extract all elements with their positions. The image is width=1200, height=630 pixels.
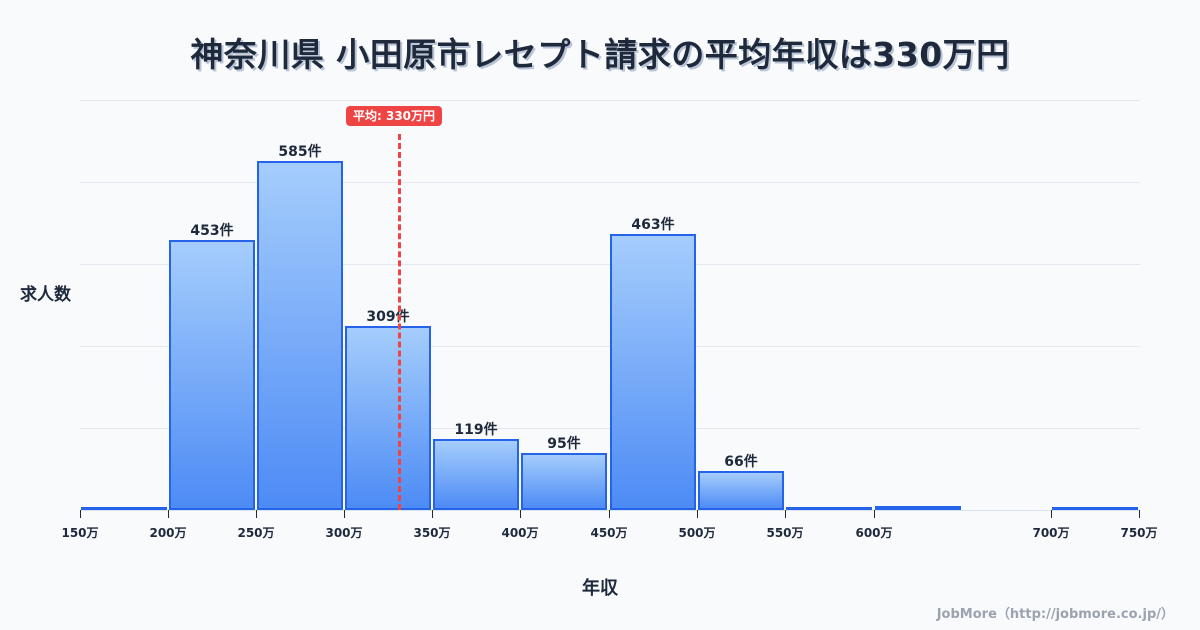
y-axis-label: 求人数 [20, 285, 71, 305]
histogram-bar [433, 439, 519, 510]
x-tick [609, 510, 610, 518]
average-line [398, 134, 401, 510]
x-tick [80, 510, 81, 518]
x-tick-label: 700万 [1032, 526, 1070, 540]
x-tick [697, 510, 698, 518]
average-badge: 平均: 330万円 [346, 106, 443, 126]
x-tick-label: 250万 [237, 526, 275, 540]
histogram-bar [1052, 507, 1138, 510]
gridline [80, 182, 1140, 183]
histogram-bar [345, 326, 431, 510]
x-tick [1139, 510, 1140, 518]
x-tick [256, 510, 257, 518]
x-axis-label: 年収 [582, 578, 618, 599]
x-axis-line [80, 510, 1140, 511]
x-tick [785, 510, 786, 518]
histogram-bar [786, 507, 872, 510]
histogram-bar [257, 161, 343, 510]
bar-value-label: 66件 [724, 454, 758, 470]
x-tick [344, 510, 345, 518]
bar-value-label: 119件 [454, 422, 498, 438]
x-tick-label: 350万 [413, 526, 451, 540]
x-tick [1051, 510, 1052, 518]
x-tick-label: 400万 [501, 526, 539, 540]
x-tick-label: 550万 [766, 526, 804, 540]
x-tick-label: 300万 [325, 526, 363, 540]
histogram-bar [81, 507, 167, 510]
histogram-bar [698, 471, 784, 510]
bar-value-label: 309件 [366, 309, 410, 325]
x-tick [874, 510, 875, 518]
source-credit: JobMore（http://jobmore.co.jp/） [936, 607, 1174, 622]
x-tick [432, 510, 433, 518]
x-tick-label: 150万 [61, 526, 99, 540]
bar-value-label: 453件 [190, 223, 234, 239]
x-tick-label: 500万 [678, 526, 716, 540]
chart-title: 神奈川県 小田原市レセプト請求の平均年収は330万円 [190, 35, 1010, 74]
bar-value-label: 585件 [278, 144, 322, 160]
bar-value-label: 95件 [547, 436, 581, 452]
x-tick [168, 510, 169, 518]
x-tick-label: 200万 [149, 526, 187, 540]
gridline [80, 100, 1140, 101]
histogram-bar [610, 234, 696, 510]
bar-value-label: 463件 [631, 217, 675, 233]
x-tick-label: 600万 [855, 526, 893, 540]
histogram-bar [875, 506, 961, 510]
x-tick-label: 750万 [1120, 526, 1158, 540]
x-tick-label: 450万 [590, 526, 628, 540]
x-tick [520, 510, 521, 518]
histogram-bar [169, 240, 255, 510]
histogram-bar [521, 453, 607, 510]
